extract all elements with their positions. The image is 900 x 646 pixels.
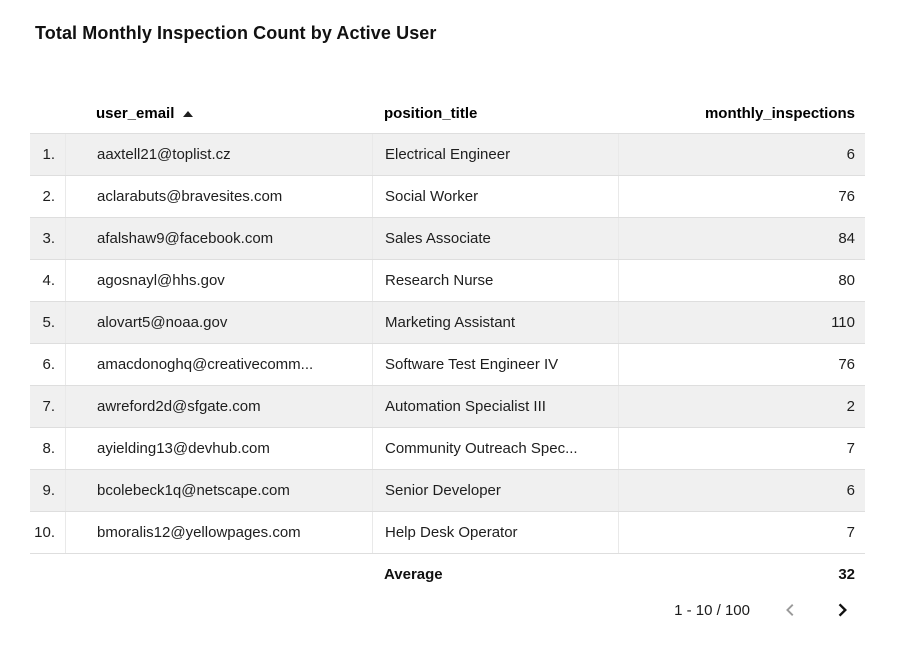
chart-title: Total Monthly Inspection Count by Active…	[35, 23, 437, 43]
table-row: 9. bcolebeck1q@netscape.com Senior Devel…	[30, 470, 865, 512]
column-header-user-email[interactable]: user_email	[65, 93, 372, 133]
table-row: 7. awreford2d@sfgate.com Automation Spec…	[30, 386, 865, 428]
table-body: 1. aaxtell21@toplist.cz Electrical Engin…	[30, 134, 865, 554]
row-index: 6.	[42, 356, 55, 373]
cell-user-email: amacdonoghq@creativecomm...	[65, 344, 372, 385]
table-row: 10. bmoralis12@yellowpages.com Help Desk…	[30, 512, 865, 554]
cell-position-title: Social Worker	[372, 176, 618, 217]
table-row: 5. alovart5@noaa.gov Marketing Assistant…	[30, 302, 865, 344]
cell-user-email: alovart5@noaa.gov	[65, 302, 372, 343]
table-row: 4. agosnayl@hhs.gov Research Nurse 80	[30, 260, 865, 302]
row-index: 2.	[42, 188, 55, 205]
summary-row: Average 32	[30, 557, 865, 591]
cell-user-email: awreford2d@sfgate.com	[65, 386, 372, 427]
pagination-range: 1 - 10 / 100	[674, 601, 750, 619]
cell-user-email: agosnayl@hhs.gov	[65, 260, 372, 301]
cell-position-title: Research Nurse	[372, 260, 618, 301]
next-page-button[interactable]	[830, 598, 854, 622]
cell-position-title: Sales Associate	[372, 218, 618, 259]
column-header-row-number	[30, 93, 65, 133]
cell-position-title: Senior Developer	[372, 470, 618, 511]
cell-position-title: Community Outreach Spec...	[372, 428, 618, 469]
cell-user-email: ayielding13@devhub.com	[65, 428, 372, 469]
cell-monthly-inspections: 110	[618, 302, 865, 343]
column-header-label: user_email	[96, 104, 175, 122]
cell-monthly-inspections: 2	[618, 386, 865, 427]
row-index: 5.	[42, 314, 55, 331]
row-index: 7.	[42, 398, 55, 415]
cell-user-email: bcolebeck1q@netscape.com	[65, 470, 372, 511]
row-index: 8.	[42, 440, 55, 457]
summary-value: 32	[838, 565, 855, 583]
column-header-position-title[interactable]: position_title	[384, 104, 478, 122]
row-index: 9.	[42, 482, 55, 499]
cell-position-title: Help Desk Operator	[372, 512, 618, 553]
cell-monthly-inspections: 76	[618, 176, 865, 217]
cell-position-title: Software Test Engineer IV	[372, 344, 618, 385]
table-row: 6. amacdonoghq@creativecomm... Software …	[30, 344, 865, 386]
cell-position-title: Automation Specialist III	[372, 386, 618, 427]
summary-spacer	[65, 557, 372, 591]
chevron-right-icon	[838, 603, 847, 617]
cell-user-email: aclarabuts@bravesites.com	[65, 176, 372, 217]
data-table: user_email position_title monthly_inspec…	[30, 93, 865, 591]
column-header-monthly-inspections[interactable]: monthly_inspections	[704, 104, 855, 122]
chevron-left-icon	[786, 604, 794, 616]
cell-monthly-inspections: 76	[618, 344, 865, 385]
previous-page-button[interactable]	[778, 598, 802, 622]
cell-user-email: aaxtell21@toplist.cz	[65, 134, 372, 175]
cell-user-email: afalshaw9@facebook.com	[65, 218, 372, 259]
row-index: 1.	[42, 146, 55, 163]
cell-user-email: bmoralis12@yellowpages.com	[65, 512, 372, 553]
summary-spacer	[30, 557, 65, 591]
table-row: 1. aaxtell21@toplist.cz Electrical Engin…	[30, 134, 865, 176]
row-index: 10.	[34, 524, 55, 541]
table-header-row: user_email position_title monthly_inspec…	[30, 93, 865, 134]
table-row: 3. afalshaw9@facebook.com Sales Associat…	[30, 218, 865, 260]
cell-monthly-inspections: 80	[618, 260, 865, 301]
row-index: 3.	[42, 230, 55, 247]
cell-monthly-inspections: 6	[618, 470, 865, 511]
summary-label: Average	[384, 565, 443, 583]
cell-monthly-inspections: 7	[618, 512, 865, 553]
cell-position-title: Marketing Assistant	[372, 302, 618, 343]
table-row: 2. aclarabuts@bravesites.com Social Work…	[30, 176, 865, 218]
cell-monthly-inspections: 6	[618, 134, 865, 175]
cell-position-title: Electrical Engineer	[372, 134, 618, 175]
table-row: 8. ayielding13@devhub.com Community Outr…	[30, 428, 865, 470]
row-index: 4.	[42, 272, 55, 289]
sort-ascending-icon	[183, 111, 194, 117]
pagination: 1 - 10 / 100	[30, 598, 865, 622]
cell-monthly-inspections: 7	[618, 428, 865, 469]
cell-monthly-inspections: 84	[618, 218, 865, 259]
